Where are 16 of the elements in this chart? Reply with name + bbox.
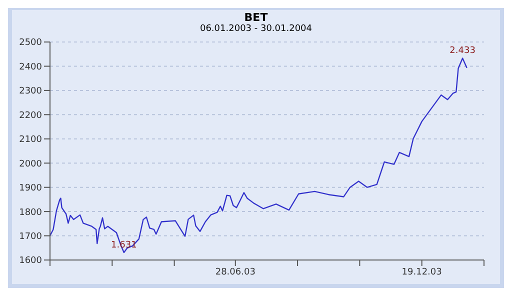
- y-tick-label: 2400: [19, 62, 42, 72]
- y-tick-label: 1700: [19, 232, 42, 242]
- annotation: 2.433: [450, 46, 476, 56]
- y-tick-label: 2500: [19, 38, 42, 48]
- line-series: [50, 58, 468, 254]
- y-tick-label: 1800: [19, 208, 42, 218]
- y-tick-label: 2000: [19, 159, 42, 170]
- y-tick-label: 2300: [19, 86, 42, 97]
- x-tick-label: 19.12.03: [402, 267, 442, 278]
- y-tick-label: 2100: [19, 135, 42, 146]
- y-tick-label: 2200: [19, 110, 42, 121]
- chart-title: BET: [243, 11, 269, 24]
- y-tick-label: 1900: [19, 184, 42, 194]
- chart-subtitle: 06.01.2003 - 30.01.2004: [198, 24, 314, 34]
- x-tick-label: 28.06.03: [215, 267, 256, 278]
- y-tick-label: 1600: [19, 256, 42, 266]
